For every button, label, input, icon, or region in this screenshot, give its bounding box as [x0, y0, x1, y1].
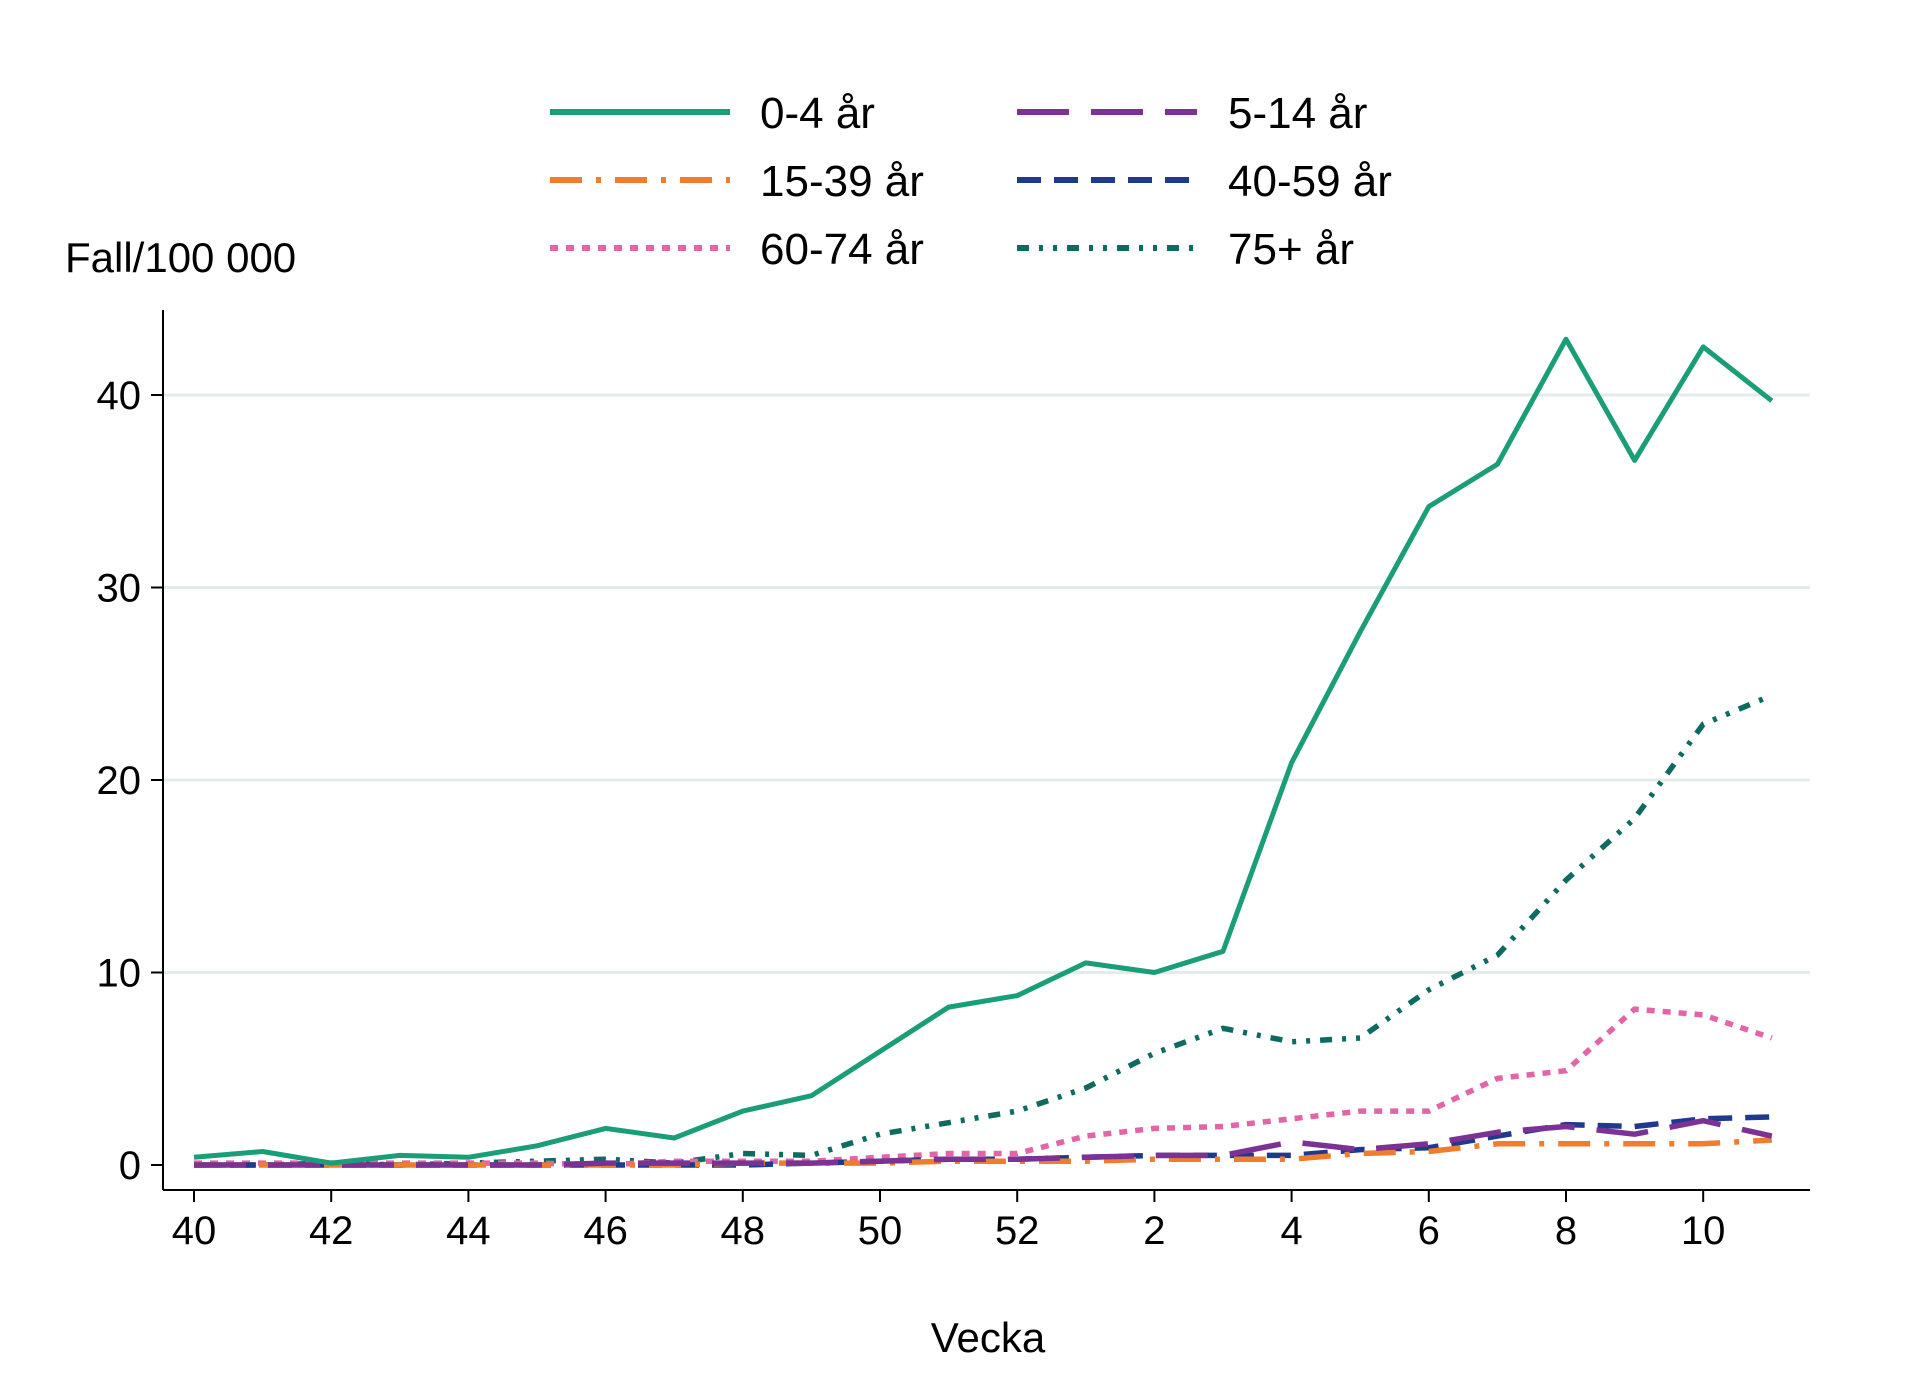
series-line-75plus-r	[194, 692, 1773, 1168]
x-ticks: 40 42 44 46 48 50 52 2 4 6 8 10	[172, 1190, 1726, 1253]
series-line-5-14-r	[194, 1117, 1773, 1168]
series-lines	[193, 336, 1774, 1168]
y-ticks: 0 10 20 30 40	[97, 374, 163, 1188]
x-tick-label: 48	[721, 1209, 766, 1253]
axes	[162, 310, 1810, 1191]
y-axis-title: Fall/100 000	[65, 234, 296, 281]
legend-label: 15-39 år	[760, 157, 924, 206]
y-tick-label: 0	[119, 1144, 141, 1188]
series-line-0-4-r	[193, 336, 1774, 1166]
x-tick-label: 52	[995, 1209, 1040, 1253]
legend-label: 5-14 år	[1228, 89, 1367, 138]
x-tick-label: 6	[1418, 1209, 1440, 1253]
gridlines	[163, 393, 1810, 974]
x-tick-label: 4	[1280, 1209, 1302, 1253]
legend-label: 0-4 år	[760, 89, 875, 138]
legend-label: 60-74 år	[760, 225, 924, 274]
series-line-60-74-r	[194, 1006, 1773, 1168]
y-tick-label: 30	[97, 567, 142, 611]
x-tick-label: 44	[446, 1209, 491, 1253]
x-tick-label: 2	[1143, 1209, 1165, 1253]
x-tick-label: 40	[172, 1209, 217, 1253]
x-tick-label: 8	[1555, 1209, 1577, 1253]
legend: 0-4 år 5-14 år 15-39 år 40-59 år 60-74 år 75+…	[550, 89, 1392, 274]
x-tick-label: 10	[1681, 1209, 1726, 1253]
x-tick-label: 42	[309, 1209, 354, 1253]
y-tick-label: 40	[97, 374, 142, 418]
x-tick-label: 50	[858, 1209, 903, 1253]
y-tick-label: 10	[97, 952, 142, 996]
x-tick-label: 46	[583, 1209, 628, 1253]
legend-label: 75+ år	[1228, 225, 1354, 274]
legend-label: 40-59 år	[1228, 157, 1392, 206]
y-tick-label: 20	[97, 759, 142, 803]
x-axis-title: Vecka	[931, 1314, 1046, 1361]
